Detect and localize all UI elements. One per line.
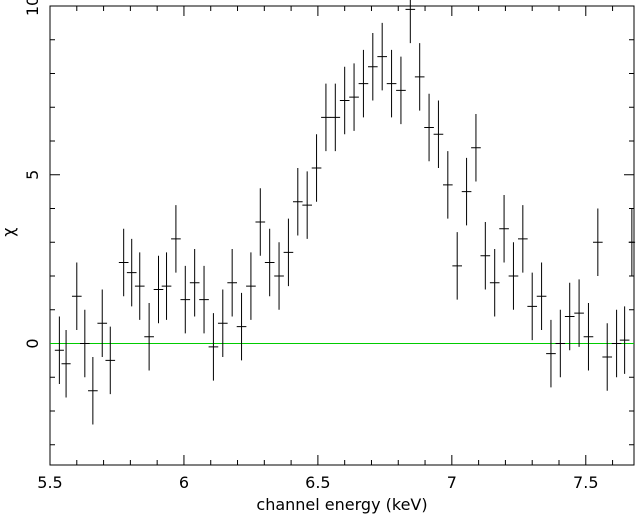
data-point	[302, 171, 312, 239]
data-point	[54, 316, 64, 384]
data-point	[564, 282, 575, 351]
data-point	[405, 0, 416, 44]
data-point	[246, 252, 256, 320]
data-point	[88, 357, 98, 425]
data-point	[377, 22, 388, 91]
data-point	[518, 205, 528, 273]
data-point	[583, 303, 594, 371]
data-point	[471, 114, 481, 182]
data-point	[71, 262, 82, 330]
data-point	[311, 134, 322, 202]
data-point	[227, 249, 237, 317]
data-point	[452, 232, 463, 300]
data-point	[97, 289, 108, 357]
data-point	[105, 326, 116, 395]
data-point	[546, 319, 556, 388]
x-axis-label: channel energy (keV)	[256, 495, 427, 514]
data-point	[134, 252, 145, 320]
data-point	[349, 63, 359, 131]
data-point	[442, 151, 453, 219]
data-point	[292, 168, 303, 236]
y-axis-label: χ	[0, 228, 18, 237]
data-point	[330, 83, 341, 152]
data-point	[508, 242, 519, 310]
data-point	[461, 157, 472, 226]
data-point	[171, 205, 181, 273]
data-point	[126, 238, 137, 307]
data-point	[61, 330, 71, 398]
data-point	[536, 262, 547, 330]
data-point	[396, 56, 406, 125]
y-tick-labels: 0 5 10	[23, 0, 42, 349]
data-point	[480, 222, 491, 290]
y-tick-label: 10	[23, 0, 42, 16]
data-point	[208, 313, 219, 381]
data-point	[386, 49, 397, 118]
data-point	[180, 265, 191, 334]
x-tick-label: 5.5	[37, 473, 62, 492]
data-point	[602, 323, 613, 391]
data-point	[274, 242, 284, 310]
data-point	[414, 43, 425, 111]
x-tick-label: 7	[447, 473, 457, 492]
data-point	[236, 292, 247, 361]
data-point	[144, 303, 154, 371]
data-point	[367, 33, 378, 101]
data-point	[321, 83, 331, 152]
data-point	[189, 249, 200, 317]
data-point	[339, 66, 350, 135]
x-tick-label: 6	[179, 473, 189, 492]
data-point	[153, 255, 164, 324]
plot-frame	[49, 5, 635, 466]
data-point	[628, 208, 636, 276]
data-point	[433, 100, 444, 168]
data-points	[54, 0, 636, 425]
data-point	[80, 309, 90, 378]
data-point	[264, 228, 275, 297]
data-point	[619, 306, 630, 374]
data-point	[424, 93, 434, 162]
data-point	[574, 279, 584, 347]
data-point	[527, 272, 538, 341]
x-tick-label: 6.5	[305, 473, 330, 492]
data-point	[217, 289, 228, 357]
data-point	[611, 309, 622, 378]
data-point	[283, 218, 294, 287]
data-point	[593, 208, 603, 276]
data-point	[555, 309, 566, 378]
axis-ticks	[49, 5, 634, 465]
data-point	[255, 188, 266, 256]
data-point	[489, 249, 500, 317]
data-point	[358, 49, 369, 118]
y-tick-label: 0	[23, 338, 42, 348]
x-tick-labels: 5.5 6 6.5 7 7.5	[37, 473, 598, 492]
y-tick-label: 5	[23, 170, 42, 180]
data-point	[118, 228, 129, 297]
data-point	[199, 265, 209, 334]
data-point	[499, 195, 509, 263]
x-tick-label: 7.5	[573, 473, 598, 492]
data-point	[161, 252, 172, 320]
